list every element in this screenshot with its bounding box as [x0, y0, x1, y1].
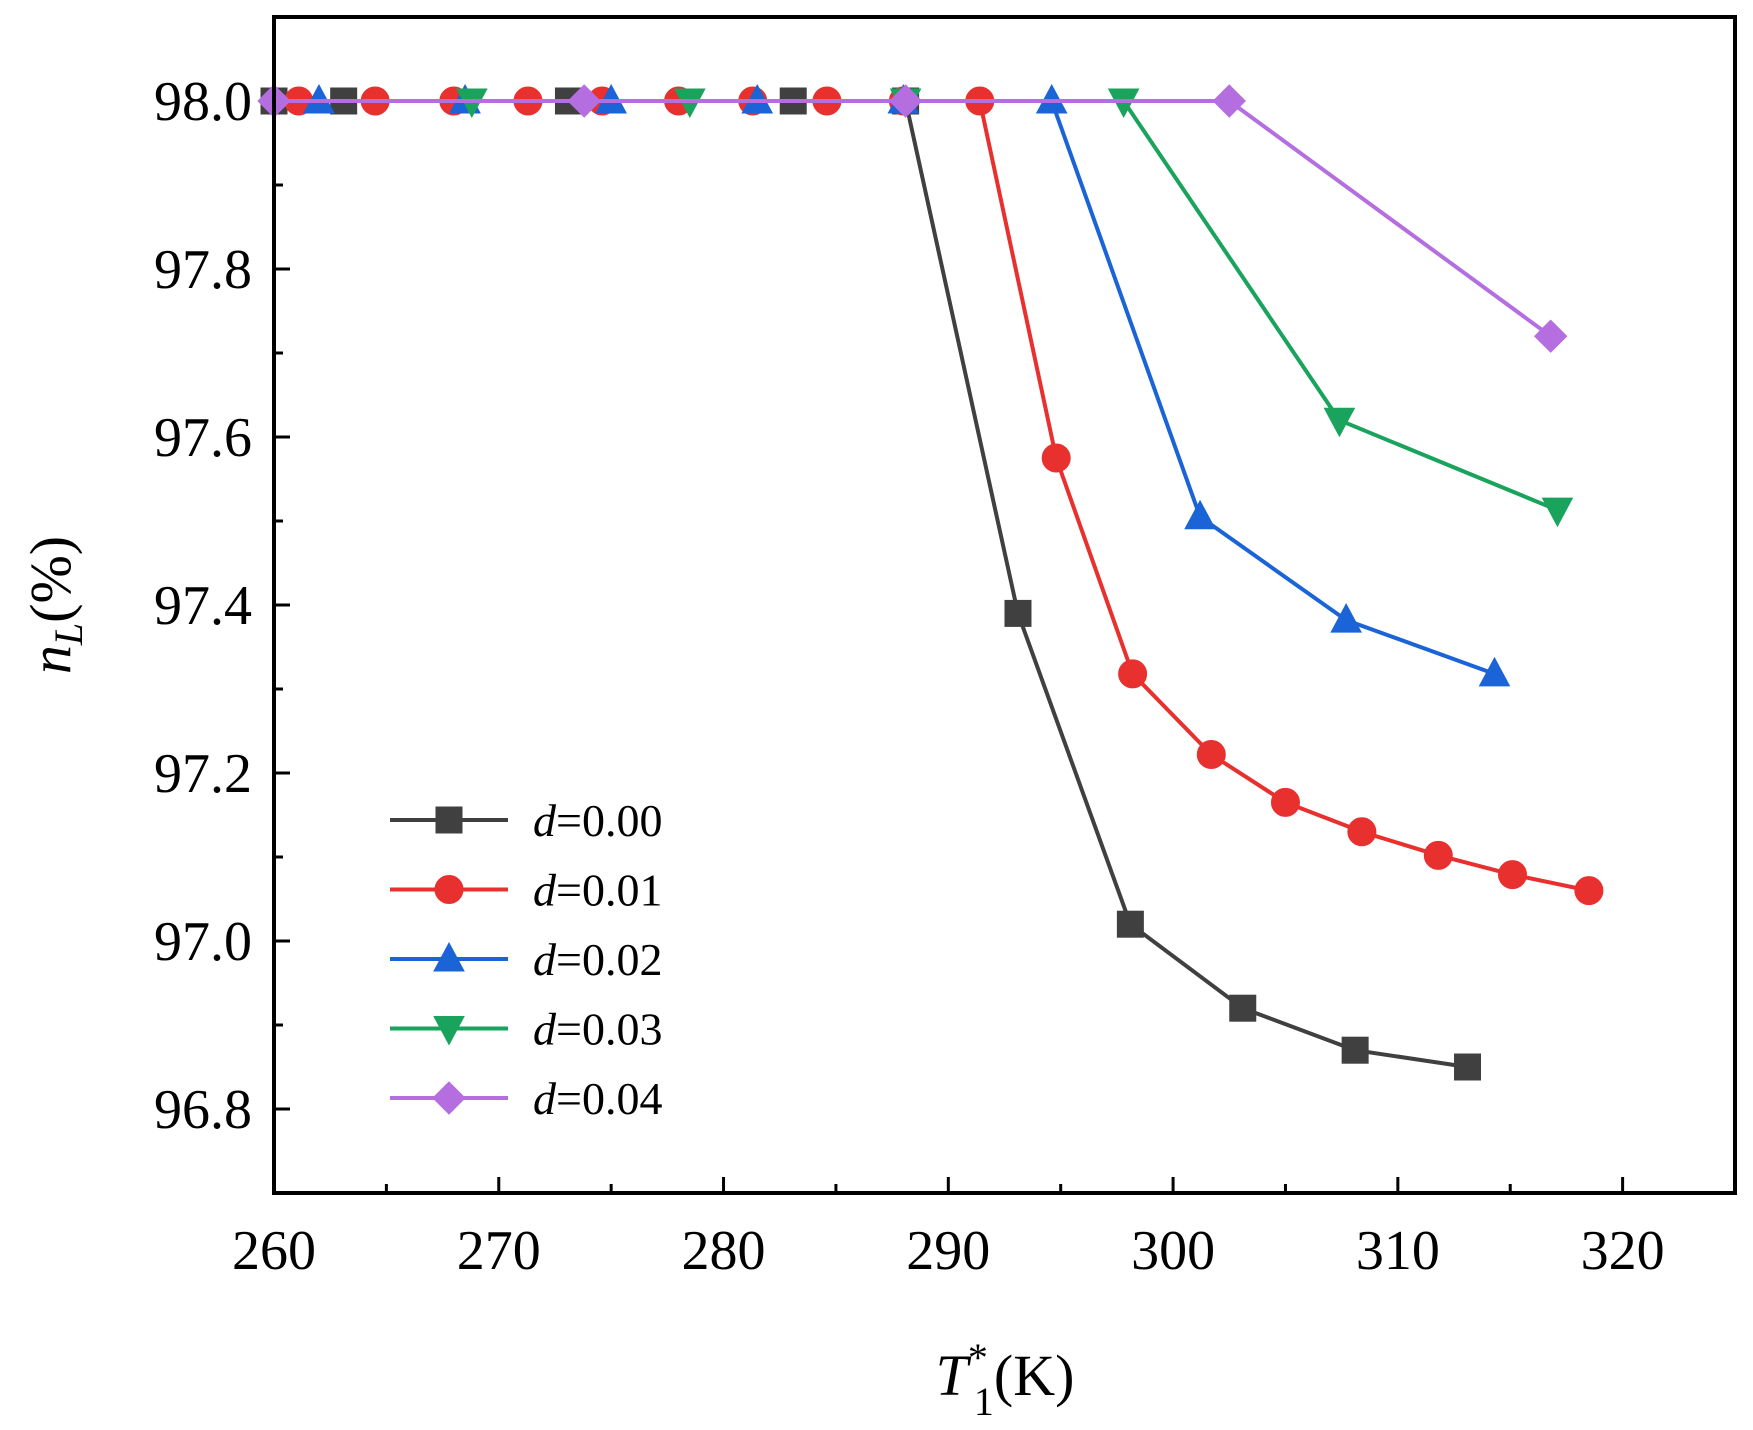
data-point — [1330, 603, 1362, 633]
legend-label: d=0.01 — [533, 865, 662, 916]
legend-label: d=0.02 — [533, 934, 662, 985]
x-tick-label: 260 — [232, 1220, 316, 1282]
data-point — [1270, 787, 1300, 817]
x-tick-label: 270 — [457, 1220, 541, 1282]
y-tick-label: 98.0 — [154, 71, 252, 133]
series-d=0.03 — [455, 88, 1574, 528]
data-point — [1004, 599, 1032, 627]
x-axis-ticks: 260 270 280 290 300 310 320 — [232, 1177, 1665, 1282]
x-axis-title-sub: 1 — [974, 1379, 994, 1424]
y-axis-title-main: n — [18, 645, 83, 674]
y-tick-label: 97.6 — [154, 407, 252, 469]
svg-text:nL(%): nL(%) — [18, 536, 91, 674]
data-point — [1454, 1053, 1482, 1081]
legend-item: d=0.04 — [390, 1073, 662, 1124]
data-point — [567, 84, 601, 118]
x-tick-label: 310 — [1356, 1220, 1440, 1282]
x-tick-label: 320 — [1581, 1220, 1665, 1282]
data-point — [1347, 817, 1377, 847]
data-point — [1574, 876, 1604, 906]
legend: d=0.00 d=0.01 d=0.02 d=0.03 d=0.04 — [390, 795, 662, 1124]
x-axis-title-main: T — [936, 1343, 972, 1408]
data-point — [1341, 1036, 1369, 1064]
y-tick-label: 97.8 — [154, 239, 252, 301]
series-line — [471, 99, 1559, 512]
legend-label: d=0.04 — [533, 1073, 662, 1124]
series-line — [298, 99, 1590, 893]
legend-marker — [432, 1081, 466, 1115]
series-d=0.01 — [284, 86, 1604, 906]
data-point — [1423, 840, 1453, 870]
data-point — [888, 84, 923, 118]
y-axis-title: nL(%) — [18, 536, 91, 674]
data-point — [1533, 319, 1568, 353]
legend-item: d=0.02 — [390, 934, 662, 985]
x-tick-label: 280 — [682, 1220, 766, 1282]
data-point — [1497, 860, 1527, 890]
plot-frame — [272, 15, 1737, 1195]
y-tick-label: 96.8 — [154, 1079, 252, 1141]
x-tick-label: 300 — [1131, 1220, 1215, 1282]
legend-marker — [433, 1016, 465, 1046]
y-axis-ticks: 96.8 97.0 97.2 97.4 97.6 97.8 98.0 — [154, 71, 290, 1141]
data-point — [1323, 407, 1356, 438]
legend-marker — [434, 875, 464, 904]
y-tick-label: 97.0 — [154, 911, 252, 973]
data-point — [1229, 994, 1257, 1022]
legend-item: d=0.01 — [390, 865, 662, 916]
x-axis-title: T* 1(K) — [936, 1335, 1075, 1424]
x-axis-title-sup: * — [968, 1335, 988, 1380]
x-axis-title-unit: (K) — [994, 1343, 1075, 1408]
x-tick-label: 290 — [906, 1220, 990, 1282]
legend-marker — [435, 806, 463, 834]
data-point — [1041, 443, 1071, 473]
y-axis-title-sub: L — [46, 623, 91, 646]
data-point — [1118, 659, 1148, 689]
y-tick-label: 97.2 — [154, 743, 252, 805]
legend-item: d=0.03 — [390, 1004, 662, 1055]
data-point — [1541, 497, 1574, 528]
legend-label: d=0.00 — [533, 795, 662, 846]
y-axis-title-unit: (%) — [18, 536, 83, 623]
data-point — [1478, 656, 1511, 687]
legend-label: d=0.03 — [533, 1004, 662, 1055]
data-point — [1196, 740, 1226, 770]
y-tick-label: 97.4 — [154, 575, 252, 637]
legend-marker — [433, 941, 465, 972]
data-point — [1116, 910, 1144, 938]
data-point — [1184, 499, 1216, 530]
legend-item: d=0.00 — [390, 795, 662, 846]
series-line — [274, 99, 1468, 1069]
data-point — [1212, 84, 1246, 118]
plot-series — [257, 83, 1604, 1081]
